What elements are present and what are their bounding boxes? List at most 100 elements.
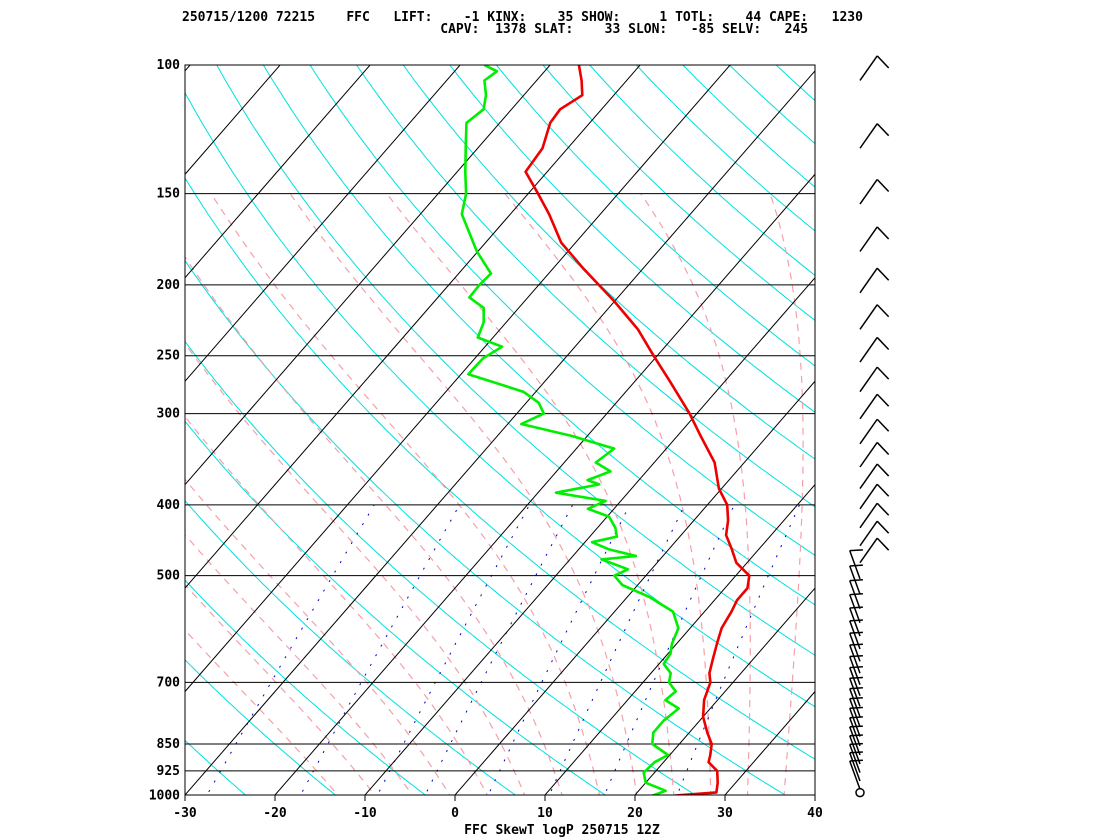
dry-adiabat: [775, 65, 815, 102]
pressure-tick-label: 400: [157, 498, 181, 513]
wind-barb: [849, 594, 861, 624]
isotherm: [634, 587, 815, 795]
moist-adiabat: [640, 193, 751, 795]
wind-barb: [849, 744, 861, 773]
wind-barb-flag: [876, 304, 890, 318]
temperature-tick-label: 30: [717, 806, 733, 821]
wind-barb: [859, 179, 878, 205]
dry-adiabat: [355, 65, 815, 508]
wind-barb: [849, 667, 861, 697]
wind-barb-flag: [849, 654, 863, 658]
wind-barb: [859, 483, 878, 510]
wind-barb: [859, 393, 878, 420]
moist-adiabat: [185, 533, 413, 795]
chart-title: FFC SkewT logP 250715 12Z: [464, 823, 660, 838]
wind-barb: [849, 550, 861, 580]
moist-adiabat: [185, 415, 488, 795]
wind-barb-flag: [876, 123, 890, 137]
dry-adiabat: [185, 499, 517, 795]
temperature-tick-label: 0: [451, 806, 459, 821]
wind-barb-flag: [849, 619, 863, 622]
dry-adiabat: [185, 340, 697, 795]
wind-barb-flag: [849, 631, 863, 634]
dry-adiabat: [185, 177, 815, 760]
pressure-tick-label: 700: [157, 675, 181, 690]
dry-adiabat: [309, 65, 815, 556]
moist-adiabat: [185, 256, 563, 795]
wind-barb: [849, 677, 861, 707]
wind-barb: [849, 688, 861, 718]
wind-barb: [859, 366, 878, 393]
wind-barb-flag: [876, 441, 890, 455]
temperature-tick-label: -30: [173, 806, 197, 821]
wind-barb: [849, 752, 861, 782]
wind-barb: [849, 607, 861, 637]
dry-adiabat: [185, 259, 787, 795]
isotherm: [185, 65, 191, 72]
wind-barb: [849, 656, 861, 685]
isotherm: [185, 65, 641, 589]
wind-barb: [859, 226, 878, 252]
wind-barb-flag: [849, 666, 863, 669]
isotherm: [185, 65, 731, 693]
wind-barb-flag: [876, 418, 890, 432]
moist-adiabat: [185, 478, 451, 795]
isotherm: [814, 794, 815, 795]
wind-barb: [849, 698, 861, 728]
mixing-ratio-line: [376, 504, 530, 795]
isotherm: [364, 276, 815, 795]
wind-barb: [849, 580, 861, 610]
pressure-tick-label: 850: [157, 737, 181, 752]
wind-barb: [849, 644, 861, 674]
wind-barb: [849, 708, 861, 737]
isotherm: [0, 49, 114, 811]
wind-barb-flag: [876, 520, 890, 534]
mixing-ratio-line: [300, 504, 461, 795]
wind-barb-flag: [876, 393, 890, 407]
temperature-profile: [524, 65, 751, 795]
temperature-tick-label: -20: [263, 806, 287, 821]
dry-adiabat: [0, 49, 173, 811]
wind-barb-flag: [876, 226, 890, 240]
wind-barb: [849, 565, 861, 595]
isotherm: [185, 65, 281, 176]
wind-barb-flag: [876, 463, 890, 477]
wind-barb: [849, 620, 861, 650]
isotherm: [891, 49, 1120, 811]
isotherm: [185, 65, 461, 382]
wind-barb: [849, 717, 861, 747]
isotherm: [185, 65, 551, 486]
pressure-tick-label: 500: [157, 569, 181, 584]
plot-frame: [184, 64, 816, 796]
wind-barb-flag: [876, 483, 890, 497]
dry-adiabat: [185, 579, 427, 795]
calm-wind-circle: [855, 787, 865, 798]
mixing-ratio-line: [548, 504, 686, 795]
isotherm: [454, 380, 815, 795]
wind-barb: [859, 55, 878, 81]
pressure-tick-label: 250: [157, 349, 181, 364]
wind-barb: [849, 726, 861, 756]
dry-adiabat: [542, 65, 815, 322]
wind-barb: [859, 337, 878, 363]
wind-barb: [859, 463, 878, 490]
sounding-header-line-1: 250715/1200 72215 FFC LIFT: -1 KINX: 35 …: [182, 10, 863, 25]
dry-adiabat: [589, 65, 815, 277]
moist-adiabat: [185, 583, 376, 795]
wind-barb: [849, 760, 861, 790]
wind-barb: [849, 632, 861, 662]
isotherm: [185, 70, 815, 795]
dry-adiabat: [402, 65, 815, 460]
pressure-tick-label: 1000: [149, 789, 180, 804]
wind-barb-flag: [876, 55, 890, 69]
moist-adiabat: [769, 193, 804, 795]
wind-barb-flag: [849, 687, 863, 690]
wind-barb-flag: [849, 579, 863, 582]
wind-barb: [859, 537, 878, 564]
pressure-tick-label: 150: [157, 187, 181, 202]
mixing-ratio-line: [424, 504, 574, 795]
mixing-ratio-line: [206, 504, 375, 795]
dewpoint-profile: [460, 65, 681, 795]
wind-barb-flag: [876, 366, 890, 380]
